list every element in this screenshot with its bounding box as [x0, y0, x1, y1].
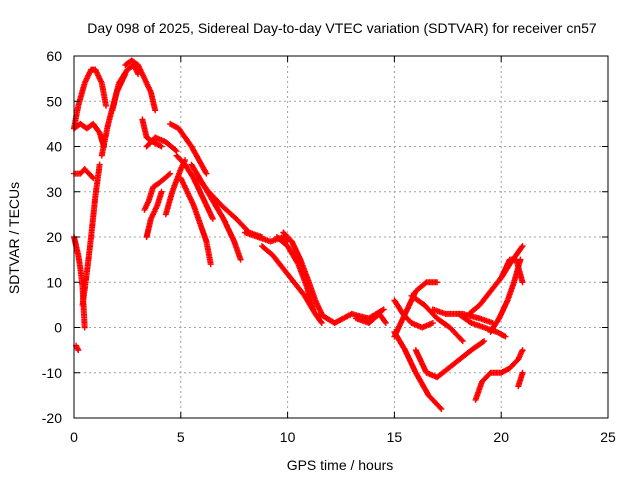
- x-tick-label: 20: [493, 429, 509, 445]
- series-track-22: [280, 229, 325, 317]
- y-tick-label: 40: [46, 139, 62, 155]
- series-track-25: [353, 310, 389, 326]
- data-point-markers: [498, 256, 526, 286]
- data-point-markers: [79, 161, 103, 308]
- series-track-14: [162, 157, 189, 218]
- y-tick-label: 20: [46, 229, 62, 245]
- series-track-09: [122, 57, 159, 114]
- series-track-23: [273, 234, 317, 313]
- series-track-12: [141, 170, 174, 213]
- data-point-markers: [177, 175, 214, 268]
- data-point-markers: [73, 342, 82, 354]
- data-point-markers: [122, 57, 159, 114]
- series-track-37: [515, 369, 526, 390]
- data-point-markers: [280, 229, 325, 317]
- data-point-markers: [412, 338, 488, 381]
- series-track-36: [472, 347, 526, 403]
- y-axis-label: SDTVAR / TECUs: [6, 182, 22, 294]
- series-track-11: [143, 134, 180, 155]
- data-point-markers: [143, 134, 180, 155]
- data-points: [71, 57, 526, 412]
- x-tick-label: 10: [280, 429, 296, 445]
- series-track-08: [109, 62, 142, 114]
- series-track-28: [391, 329, 445, 412]
- data-point-markers: [273, 234, 317, 313]
- y-tick-label: 10: [46, 274, 62, 290]
- x-axis-label: GPS time / hours: [287, 457, 394, 473]
- series-track-05: [73, 342, 82, 354]
- y-tick-label: 0: [54, 320, 62, 336]
- axis-ticks: 0 5 10 15 20 25 -20 -10 0 10 20 30 40 50 60: [42, 48, 616, 445]
- y-tick-label: -20: [42, 410, 62, 426]
- series-track-29: [408, 292, 466, 345]
- data-point-markers: [353, 310, 389, 326]
- x-tick-label: 5: [177, 429, 185, 445]
- data-point-markers: [162, 157, 189, 218]
- data-point-markers: [143, 188, 165, 240]
- series-track-06: [79, 161, 103, 308]
- data-point-markers: [391, 329, 445, 412]
- y-tick-label: -10: [42, 365, 62, 381]
- series-track-16: [173, 152, 216, 222]
- y-tick-label: 60: [46, 48, 62, 64]
- series-track-30: [412, 338, 488, 381]
- x-tick-label: 25: [600, 429, 616, 445]
- series-track-17: [177, 175, 214, 268]
- x-tick-label: 15: [387, 429, 403, 445]
- series-track-13: [143, 188, 165, 240]
- data-point-markers: [515, 369, 526, 390]
- chart-title: Day 098 of 2025, Sidereal Day-to-day VTE…: [87, 20, 597, 36]
- y-tick-label: 50: [46, 93, 62, 109]
- x-tick-label: 0: [70, 429, 78, 445]
- data-point-markers: [109, 62, 142, 114]
- data-point-markers: [173, 152, 216, 222]
- series-track-35: [498, 256, 526, 286]
- data-point-markers: [141, 170, 174, 213]
- data-point-markers: [408, 292, 466, 345]
- data-point-markers: [167, 120, 210, 177]
- data-point-markers: [472, 347, 526, 403]
- series-track-15: [167, 120, 210, 177]
- y-tick-label: 30: [46, 184, 62, 200]
